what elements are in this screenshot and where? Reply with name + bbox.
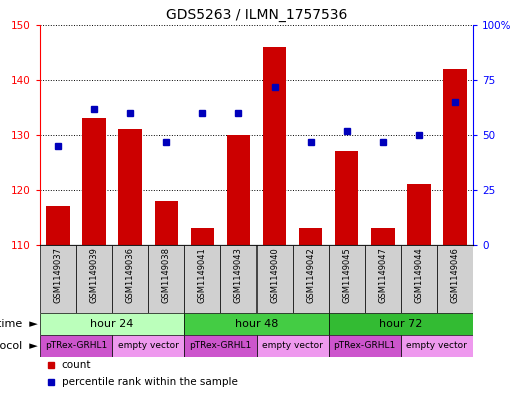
Text: percentile rank within the sample: percentile rank within the sample	[62, 377, 238, 387]
Bar	[154, 201, 178, 245]
Bar	[371, 228, 394, 245]
Text: pTRex-GRHL1: pTRex-GRHL1	[333, 342, 396, 351]
Text: GSM1149037: GSM1149037	[53, 247, 63, 303]
Bar	[83, 119, 106, 245]
Text: time  ►: time ►	[0, 319, 38, 329]
Bar	[299, 228, 322, 245]
Bar	[437, 245, 473, 313]
Text: GSM1149046: GSM1149046	[450, 247, 460, 303]
Bar	[263, 47, 286, 245]
Bar	[365, 245, 401, 313]
Bar	[112, 335, 184, 357]
Text: pTRex-GRHL1: pTRex-GRHL1	[189, 342, 251, 351]
Text: hour 24: hour 24	[90, 319, 134, 329]
Text: GSM1149045: GSM1149045	[342, 247, 351, 303]
Bar	[112, 245, 148, 313]
Bar	[329, 245, 365, 313]
Bar	[407, 184, 430, 245]
Text: empty vector: empty vector	[118, 342, 179, 351]
Text: GSM1149036: GSM1149036	[126, 247, 135, 303]
Bar	[256, 245, 292, 313]
Text: hour 48: hour 48	[235, 319, 278, 329]
Bar	[148, 245, 184, 313]
Bar	[46, 206, 70, 245]
Text: empty vector: empty vector	[262, 342, 323, 351]
Bar	[40, 335, 112, 357]
Text: GSM1149038: GSM1149038	[162, 247, 171, 303]
Bar	[40, 313, 184, 335]
Text: GSM1149047: GSM1149047	[378, 247, 387, 303]
Text: GSM1149041: GSM1149041	[198, 247, 207, 303]
Text: GSM1149042: GSM1149042	[306, 247, 315, 303]
Text: pTRex-GRHL1: pTRex-GRHL1	[45, 342, 107, 351]
Bar	[40, 245, 76, 313]
Bar	[119, 130, 142, 245]
Text: GSM1149044: GSM1149044	[415, 247, 423, 303]
Bar	[221, 245, 256, 313]
Text: GSM1149043: GSM1149043	[234, 247, 243, 303]
Text: GSM1149040: GSM1149040	[270, 247, 279, 303]
Bar	[191, 228, 214, 245]
Bar	[443, 69, 467, 245]
Bar	[401, 245, 437, 313]
Bar	[335, 151, 359, 245]
Bar	[292, 245, 329, 313]
Text: hour 72: hour 72	[379, 319, 423, 329]
Bar	[184, 313, 329, 335]
Bar	[329, 313, 473, 335]
Bar	[184, 335, 256, 357]
Text: GSM1149039: GSM1149039	[90, 247, 98, 303]
Text: empty vector: empty vector	[406, 342, 467, 351]
Bar	[256, 335, 329, 357]
Bar	[76, 245, 112, 313]
Bar	[401, 335, 473, 357]
Bar	[329, 335, 401, 357]
Bar	[184, 245, 221, 313]
Text: count: count	[62, 360, 91, 370]
Text: protocol  ►: protocol ►	[0, 341, 38, 351]
Text: GDS5263 / ILMN_1757536: GDS5263 / ILMN_1757536	[166, 8, 347, 22]
Bar	[227, 135, 250, 245]
